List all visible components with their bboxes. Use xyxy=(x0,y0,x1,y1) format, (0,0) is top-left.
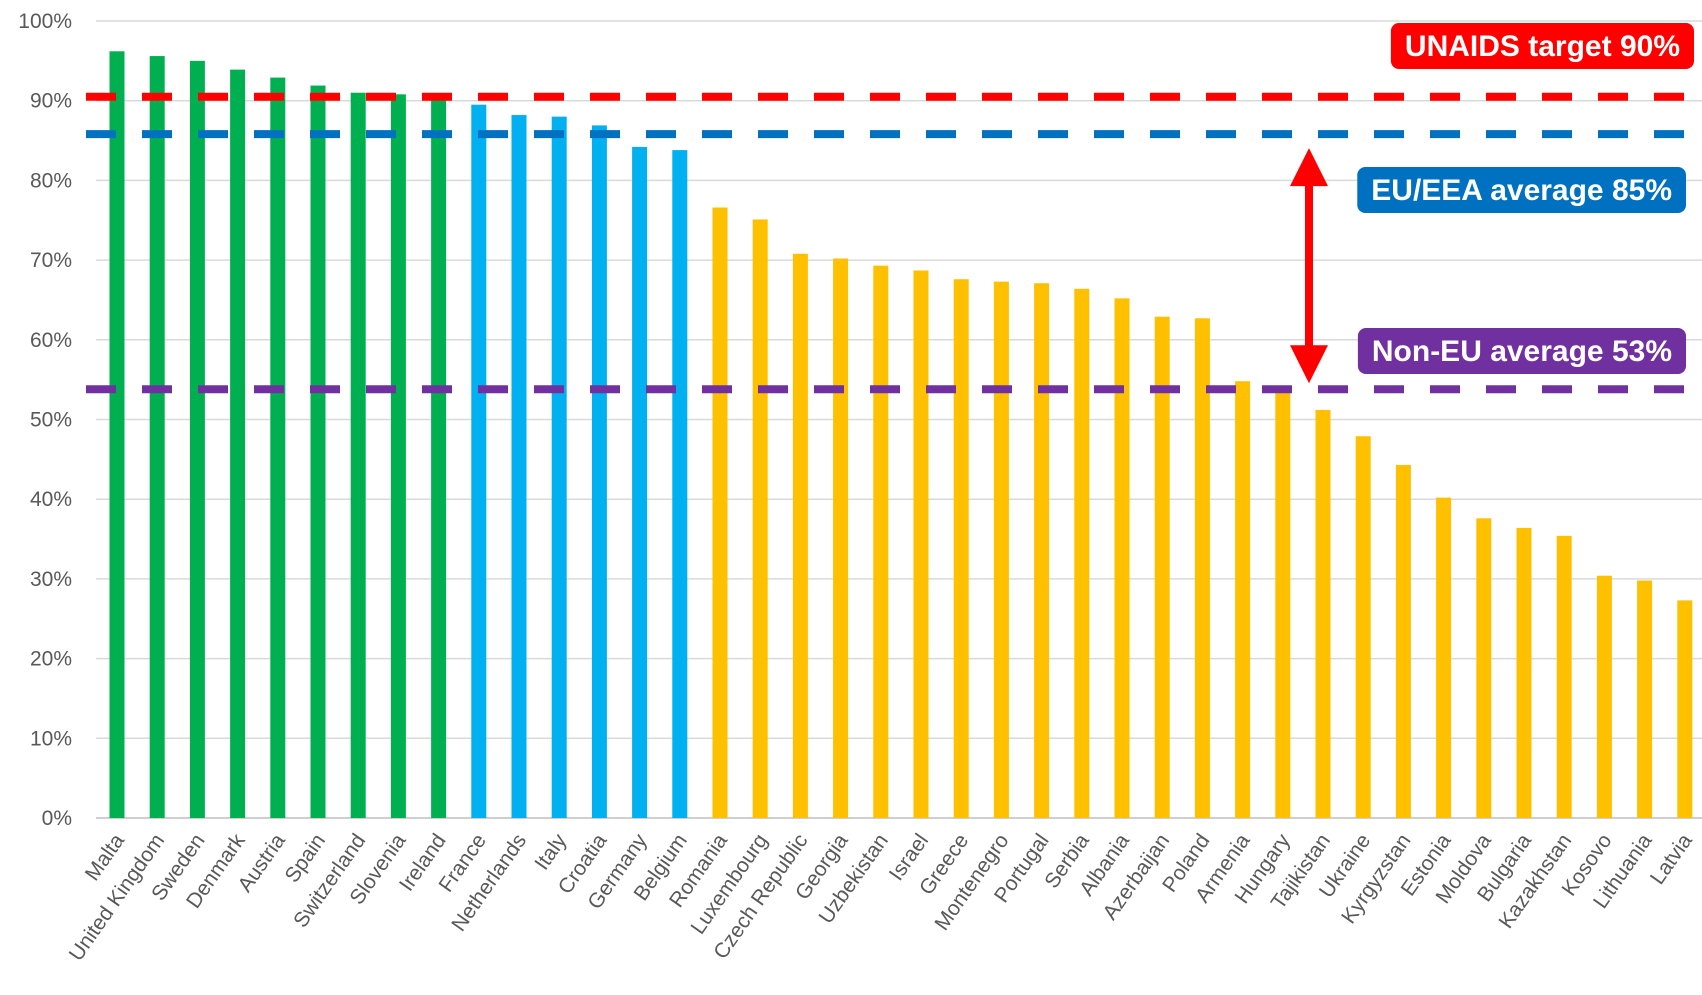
bar-germany xyxy=(632,146,648,818)
bar-hungary xyxy=(1275,386,1291,818)
y-tick-label: 30% xyxy=(30,568,72,591)
bar-tajikistan xyxy=(1315,409,1331,818)
eu-label-text: EU/EEA average 85% xyxy=(1371,174,1672,207)
y-tick-label: 20% xyxy=(30,648,72,671)
bar-poland xyxy=(1194,318,1210,818)
unaids-label-text: UNAIDS target 90% xyxy=(1405,30,1680,63)
reference-lines xyxy=(86,92,1700,394)
bars xyxy=(109,51,1693,819)
y-tick-label: 60% xyxy=(30,329,72,352)
bar-denmark xyxy=(230,69,246,818)
bar-united-kingdom xyxy=(149,56,165,819)
bar-greece xyxy=(953,279,969,818)
bar-ukraine xyxy=(1355,436,1371,818)
eu-label-box xyxy=(1357,167,1686,213)
bar-azerbaijan xyxy=(1154,316,1170,818)
bar-georgia xyxy=(833,258,849,819)
y-tick-label: 10% xyxy=(30,727,72,750)
x-tick-label: Latvia xyxy=(1646,829,1697,888)
bar-latvia xyxy=(1677,600,1693,818)
bar-estonia xyxy=(1436,497,1452,818)
bar-bulgaria xyxy=(1516,527,1532,818)
bar-croatia xyxy=(591,125,607,819)
eu-label: EU/EEA average 85% xyxy=(1357,167,1686,213)
y-tick-label: 80% xyxy=(30,169,72,192)
bar-france xyxy=(471,104,487,818)
bar-montenegro xyxy=(993,281,1009,818)
bar-uzbekistan xyxy=(873,265,889,819)
bar-malta xyxy=(109,51,125,818)
arrow-down-icon xyxy=(1290,345,1328,384)
y-tick-label: 100% xyxy=(18,10,72,33)
y-tick-label: 90% xyxy=(30,90,72,113)
noneu-label-text: Non-EU average 53% xyxy=(1372,335,1672,368)
bar-slovenia xyxy=(390,94,406,819)
noneu-label-box xyxy=(1357,328,1686,374)
bar-italy xyxy=(551,116,567,818)
y-tick-label: 50% xyxy=(30,409,72,432)
bar-belgium xyxy=(672,150,688,818)
bar-austria xyxy=(270,77,286,819)
reference-line-labels: UNAIDS target 90% EU/EEA average 85% Non-E… xyxy=(1357,23,1694,374)
y-tick-label: 70% xyxy=(30,249,72,272)
gap-arrow xyxy=(1290,148,1328,384)
gridlines xyxy=(96,20,1702,819)
bar-sweden xyxy=(189,60,205,819)
bar-spain xyxy=(310,85,326,818)
bar-albania xyxy=(1114,298,1130,819)
bar-moldova xyxy=(1476,518,1492,818)
bar-lithuania xyxy=(1637,580,1653,818)
bar-serbia xyxy=(1074,288,1090,818)
bar-ireland xyxy=(431,96,447,819)
bar-kyrgyzstan xyxy=(1395,464,1411,818)
bar-israel xyxy=(913,270,929,818)
bar-portugal xyxy=(1034,283,1050,818)
bar-armenia xyxy=(1235,381,1251,818)
bar-czech-republic xyxy=(792,253,808,818)
bar-kazakhstan xyxy=(1556,535,1572,818)
arrow-up-icon xyxy=(1290,148,1328,187)
bar-romania xyxy=(712,207,728,819)
unaids-label-box xyxy=(1390,23,1694,69)
y-tick-label: 0% xyxy=(42,807,72,830)
y-tick-label: 40% xyxy=(30,488,72,511)
bar-netherlands xyxy=(511,115,527,818)
noneu-label: Non-EU average 53% xyxy=(1357,328,1686,374)
bar-luxembourg xyxy=(752,219,768,818)
unaids-label: UNAIDS target 90% xyxy=(1390,23,1694,69)
bar-kosovo xyxy=(1596,575,1612,818)
bar-switzerland xyxy=(350,92,366,819)
y-axis: 0% 10% 20% 30% 40% 50% 60% 70% 80% 90% 100% xyxy=(18,10,72,830)
